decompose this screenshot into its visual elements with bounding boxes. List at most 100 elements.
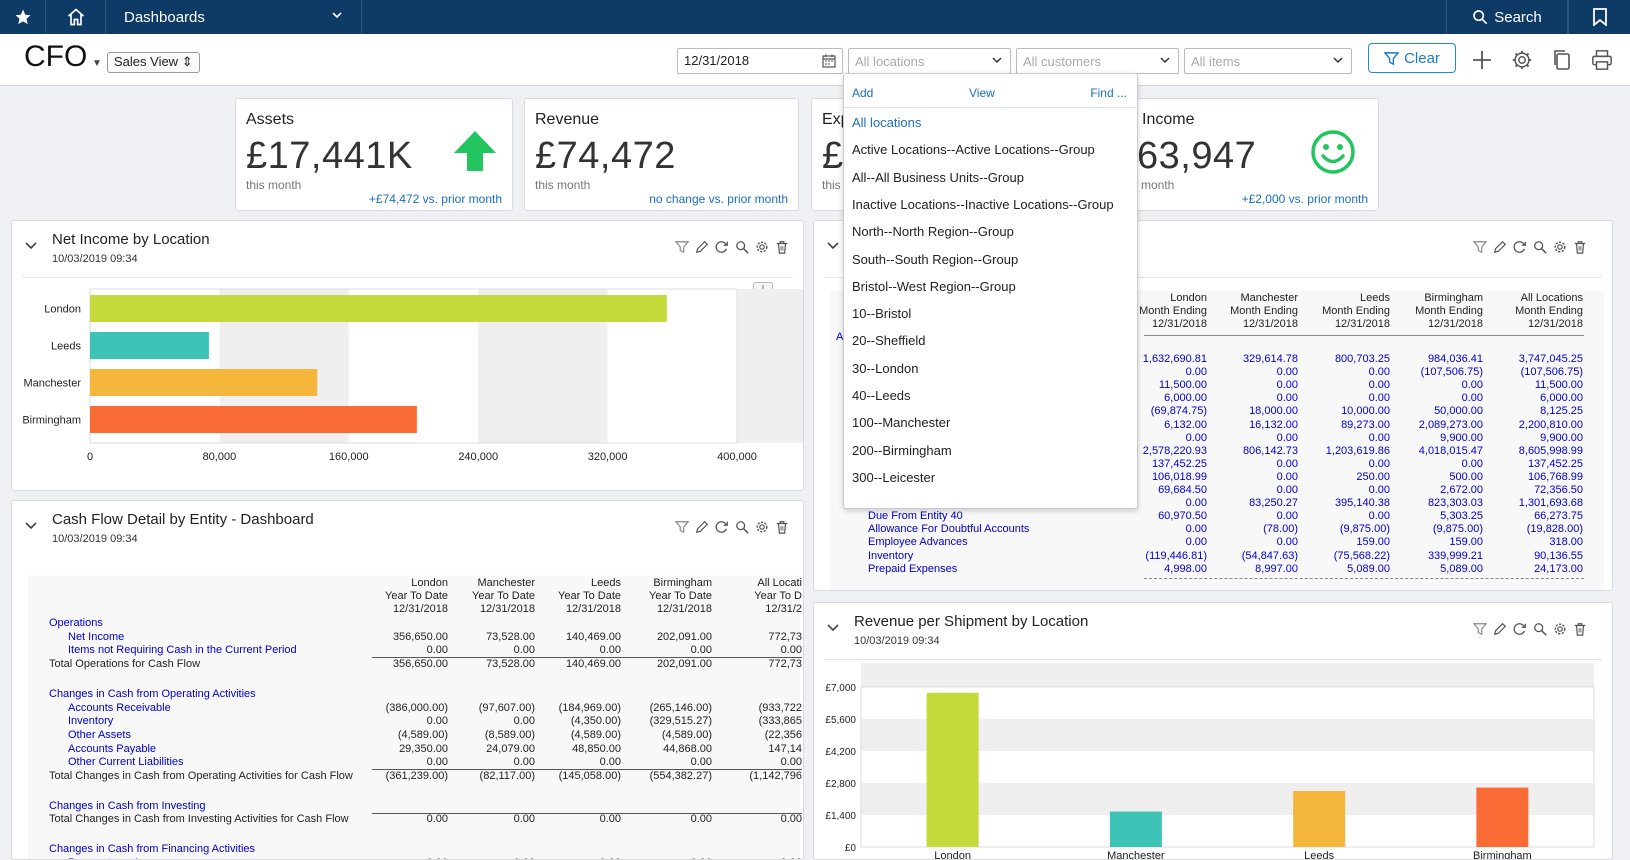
zoom-icon[interactable] (734, 519, 749, 534)
kpi-card-income[interactable]: Income 63,947 month +£2,000 vs. prior mo… (1110, 98, 1379, 211)
favorites-button[interactable] (0, 0, 46, 34)
bookmark-button[interactable] (1568, 0, 1630, 34)
items-filter[interactable]: All items (1184, 48, 1352, 74)
trash-icon[interactable] (1572, 239, 1587, 254)
collapse-chevron-icon[interactable] (826, 241, 840, 251)
title-chevron-down-icon[interactable]: ▼ (92, 58, 102, 69)
row-label[interactable]: Items not Requiring Cash in the Current … (68, 644, 297, 657)
cell-value[interactable]: 500.00 (1449, 470, 1483, 483)
cell-value[interactable]: 11,500.00 (1158, 379, 1207, 392)
cell-value[interactable]: 159.00 (1449, 536, 1483, 549)
location-option[interactable]: 30--London (852, 360, 919, 376)
cell-value[interactable]: 0.00 (1185, 523, 1207, 536)
cell-value[interactable]: (78.00) (1263, 523, 1298, 536)
row-label[interactable]: Prepaid Expenses (868, 562, 958, 575)
dropdown-find-link[interactable]: Find ... (1090, 86, 1127, 100)
cell-value[interactable]: 984,036.41 (1427, 353, 1483, 365)
row-label[interactable]: Payments on Loans (68, 857, 165, 859)
location-option[interactable]: All locations (852, 115, 922, 130)
cell-value[interactable]: 0.00 (1276, 379, 1298, 392)
cell-value[interactable]: 60,970.50 (1158, 510, 1207, 523)
collapse-chevron-icon[interactable] (826, 623, 840, 633)
location-option[interactable]: 20--Sheffield (852, 333, 926, 349)
cell-value[interactable]: 0.00 (1185, 366, 1207, 379)
gear-icon[interactable] (1552, 621, 1567, 636)
copy-button[interactable] (1548, 46, 1576, 74)
cell-value[interactable]: 83,250.27 (1249, 497, 1298, 510)
cell-value[interactable]: 0.00 (1461, 392, 1483, 405)
pencil-icon[interactable] (1492, 621, 1507, 636)
row-label[interactable]: Changes in Cash from Operating Activitie… (49, 687, 256, 700)
cell-value[interactable]: 5,303.25 (1440, 510, 1483, 523)
cell-value[interactable]: 0.00 (1276, 431, 1298, 444)
date-input[interactable]: 12/31/2018 (677, 48, 843, 74)
cell-value[interactable]: 0.00 (1276, 484, 1298, 496)
cell-value[interactable]: 1,632,690.81 (1142, 353, 1207, 365)
home-button[interactable] (46, 0, 106, 34)
cell-value[interactable]: (54,847.63) (1241, 549, 1298, 562)
location-option[interactable]: 100--Manchester (852, 415, 951, 431)
gear-icon[interactable] (1552, 239, 1567, 254)
bar[interactable] (926, 692, 979, 847)
location-option[interactable]: All--All Business Units--Group (852, 169, 1024, 185)
cell-value[interactable]: 3,747,045.25 (1518, 353, 1583, 365)
row-label[interactable]: Other Assets (68, 728, 131, 741)
cell-value[interactable]: 8,605,998.99 (1518, 444, 1583, 457)
location-option[interactable]: Inactive Locations--Inactive Locations--… (852, 196, 1114, 212)
kpi-card-assets[interactable]: Assets £17,441K this month +£74,472 vs. … (235, 98, 513, 211)
cell-value[interactable]: 0.00 (1276, 392, 1298, 405)
cell-value[interactable]: 2,578,220.93 (1142, 444, 1207, 457)
bar[interactable] (1476, 787, 1529, 847)
location-option[interactable]: South--South Region--Group (852, 251, 1019, 267)
row-label[interactable]: Accounts Payable (68, 742, 157, 755)
cell-value[interactable]: 0.00 (1368, 366, 1390, 379)
cell-value[interactable]: 9,900.00 (1540, 431, 1583, 444)
gear-icon[interactable] (754, 239, 769, 254)
cell-value[interactable]: 16,132.00 (1249, 418, 1298, 431)
settings-button[interactable] (1508, 46, 1536, 74)
cell-value[interactable]: 72,356.50 (1534, 484, 1583, 496)
cell-value[interactable]: 6,000.00 (1540, 392, 1583, 405)
locations-filter[interactable]: All locations (848, 48, 1011, 74)
cell-value[interactable]: 318.00 (1549, 536, 1583, 549)
cell-value[interactable]: 11,500.00 (1534, 379, 1583, 392)
gear-icon[interactable] (754, 519, 769, 534)
cell-value[interactable]: 2,672.00 (1440, 484, 1483, 496)
cell-value[interactable]: (107,506.75) (1520, 366, 1583, 379)
dashboards-menu[interactable]: Dashboards (106, 0, 362, 34)
cell-value[interactable]: 800,703.25 (1334, 353, 1390, 365)
cell-value[interactable]: 0.00 (1461, 457, 1483, 470)
refresh-icon[interactable] (1512, 621, 1527, 636)
row-label[interactable]: Accounts Receivable (68, 701, 171, 714)
row-label[interactable]: Allowance For Doubtful Accounts (868, 523, 1030, 536)
cell-value[interactable]: 4,998.00 (1164, 562, 1207, 575)
cell-value[interactable]: 0.00 (1276, 510, 1298, 523)
location-option[interactable]: 10--Bristol (852, 306, 912, 322)
filter-icon[interactable] (674, 239, 689, 254)
refresh-icon[interactable] (714, 519, 729, 534)
cell-value[interactable]: 339,999.21 (1427, 549, 1483, 562)
clear-button[interactable]: Clear (1368, 43, 1456, 73)
location-option[interactable]: 200--Birmingham (852, 442, 952, 458)
cell-value[interactable]: 10,000.00 (1341, 405, 1390, 418)
collapse-chevron-icon[interactable] (24, 241, 38, 251)
cell-value[interactable]: 0.00 (1276, 470, 1298, 483)
add-button[interactable] (1468, 46, 1496, 74)
cell-value[interactable]: 9,900.00 (1440, 431, 1483, 444)
pencil-icon[interactable] (694, 239, 709, 254)
cell-value[interactable]: 6,000.00 (1164, 392, 1207, 405)
dropdown-add-link[interactable]: Add (852, 86, 874, 100)
cell-value[interactable]: (75,568.22) (1333, 549, 1390, 562)
cell-value[interactable]: (9,875.00) (1339, 523, 1390, 536)
location-option[interactable]: 300--Leicester (852, 469, 936, 485)
row-label[interactable]: Operations (49, 617, 103, 629)
cell-value[interactable]: 106,768.99 (1527, 470, 1583, 483)
row-label[interactable]: Inventory (868, 549, 914, 562)
cell-value[interactable]: (107,506.75) (1420, 366, 1483, 379)
cell-value[interactable]: 1,203,619.86 (1325, 444, 1390, 457)
cell-value[interactable]: 0.00 (1368, 484, 1390, 496)
bar[interactable] (90, 295, 667, 322)
zoom-icon[interactable] (1532, 621, 1547, 636)
row-label[interactable]: Net Income (68, 630, 125, 643)
location-option[interactable]: North--North Region--Group (852, 224, 1014, 240)
